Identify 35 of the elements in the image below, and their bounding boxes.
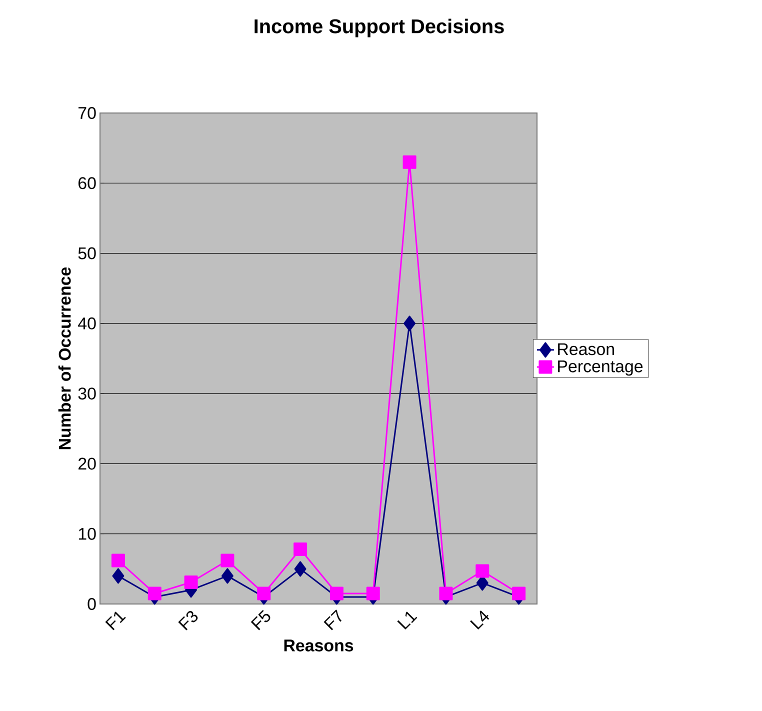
x-axis-title: Reasons [284,640,354,652]
point [294,542,308,556]
point [111,554,125,568]
point [294,561,306,577]
y-tick-label: 10 [78,528,96,540]
point [366,586,380,600]
point [476,564,490,578]
legend-label: Percentage [558,360,643,376]
y-tick-label: 70 [78,106,96,119]
point [512,586,526,600]
point [330,586,344,600]
y-tick-label: 60 [78,177,96,190]
x-tick-label: L1 [397,612,418,630]
x-tick-label: F1 [105,612,126,630]
legend-label: Reason [558,343,614,356]
point [148,586,162,600]
chart-title: Income Support Decisions [254,18,504,38]
x-tick-label: F7 [324,610,342,630]
x-tick-label: F5 [250,610,270,630]
y-tick-label: 30 [78,388,96,400]
point [257,586,271,600]
point [402,155,416,169]
y-tick-label: 50 [78,247,96,260]
point [439,586,453,600]
point [221,568,234,584]
y-tick-label: 40 [78,317,96,330]
point [112,568,124,584]
y-axis-title: Number of Occurrence [58,267,71,450]
point [184,576,198,590]
x-tick-label: F3 [178,610,198,630]
x-tick-label: L4 [470,610,490,630]
y-tick-label: 0 [88,598,96,610]
y-tick-label: 20 [78,458,96,470]
point [220,554,234,568]
point [404,316,416,332]
